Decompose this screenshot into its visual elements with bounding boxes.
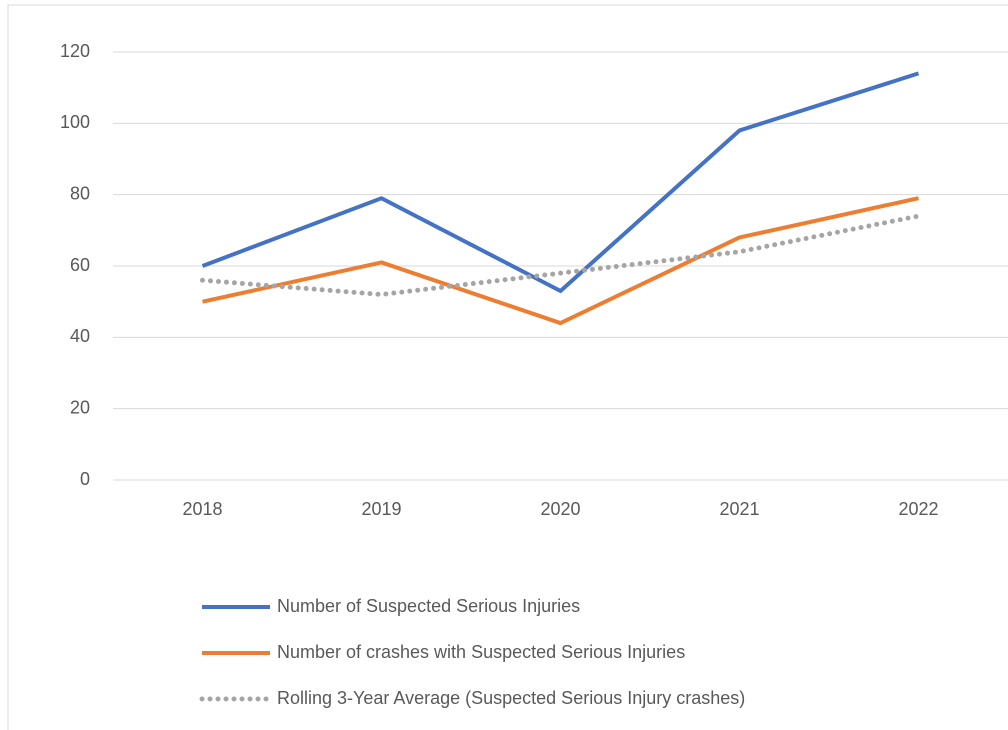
x-tick-label: 2018 [182, 499, 222, 519]
legend-label: Number of Suspected Serious Injuries [277, 596, 580, 616]
chart-frame [7, 4, 1008, 730]
series-line [200, 213, 921, 298]
y-tick-label: 0 [80, 469, 90, 489]
y-tick-label: 60 [70, 255, 90, 275]
y-tick-label: 120 [60, 41, 90, 61]
y-tick-label: 100 [60, 112, 90, 132]
x-tick-label: 2022 [898, 499, 938, 519]
legend-label: Rolling 3-Year Average (Suspected Seriou… [277, 688, 745, 708]
x-tick-label: 2021 [719, 499, 759, 519]
series-line [201, 71, 920, 293]
y-tick-label: 80 [70, 183, 90, 203]
y-tick-label: 40 [70, 326, 90, 346]
legend-label: Number of crashes with Suspected Serious… [277, 642, 685, 662]
x-tick-label: 2019 [361, 499, 401, 519]
x-tick-label: 2020 [540, 499, 580, 519]
y-tick-label: 20 [70, 397, 90, 417]
series-line [202, 196, 919, 326]
